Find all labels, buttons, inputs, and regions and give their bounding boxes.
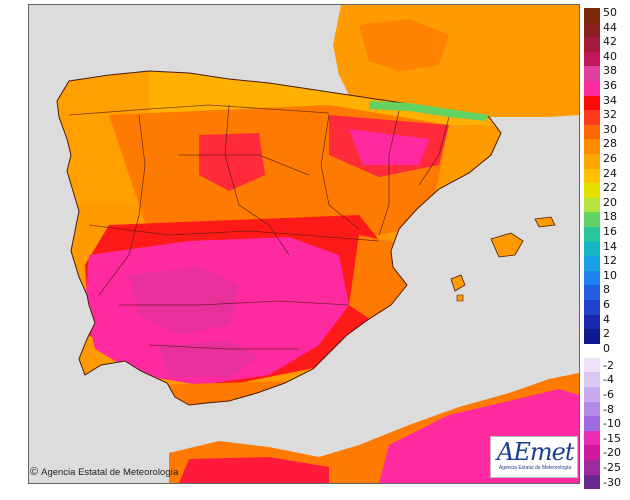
legend-swatch [584, 139, 600, 154]
menorca [534, 216, 556, 228]
legend-swatch [584, 168, 600, 184]
legend-tick-label: 2 [603, 327, 610, 341]
legend-tick-label: -15 [603, 431, 621, 445]
mallorca [490, 232, 524, 258]
pyrenees-cool-strip [369, 101, 489, 121]
legend-tick-label: 26 [603, 152, 617, 165]
legend-swatch [584, 300, 600, 315]
legend-tick-label: 28 [603, 137, 617, 151]
legend-tick-label: 34 [603, 93, 617, 107]
legend-swatch [584, 154, 600, 169]
legend-swatch [584, 81, 600, 96]
ibiza [450, 274, 466, 292]
legend-swatch [584, 430, 600, 446]
legend-swatch [584, 314, 600, 330]
legend-tick-label: -6 [603, 388, 614, 401]
legend-swatch [584, 95, 600, 111]
legend-swatch [584, 37, 600, 52]
legend-tick-label: 32 [603, 108, 617, 122]
legend-swatch [584, 124, 600, 140]
legend-tick-label: 18 [603, 210, 617, 224]
legend-tick-label: -25 [603, 461, 621, 474]
legend-tick-label: 22 [603, 181, 617, 195]
formentera [456, 294, 464, 302]
legend-swatch [584, 183, 600, 198]
legend-tick-label: -4 [603, 373, 614, 387]
legend-tick-label: 24 [603, 166, 617, 180]
logo-subtitle: Agencia Estatal de Meteorología [498, 465, 572, 471]
legend-tick-label: 44 [603, 20, 617, 34]
legend-swatch [584, 197, 600, 213]
legend-tick-label: -30 [603, 475, 621, 489]
legend-tick-label: 8 [603, 283, 610, 297]
legend-tick-label: 16 [603, 225, 617, 238]
legend-tick-label: -8 [603, 402, 614, 416]
france-warm-area [359, 19, 449, 71]
legend-swatch [584, 445, 600, 460]
credit-text: Agencia Estatal de Meteorología [41, 467, 179, 478]
legend-tick-label: 30 [603, 122, 617, 136]
legend-swatch [584, 387, 600, 402]
legend-swatch [584, 270, 600, 286]
map-canvas [56, 5, 579, 483]
africa-red-band [179, 457, 329, 483]
legend-swatch [584, 8, 600, 23]
legend-swatch [584, 227, 600, 242]
legend-tick-label: 4 [603, 312, 610, 326]
legend-tick-label: 42 [603, 35, 617, 49]
legend-swatch [584, 460, 600, 475]
copyright-symbol: © [30, 466, 39, 478]
legend-tick-label: 50 [603, 6, 617, 19]
legend-tick-label: 38 [603, 64, 617, 78]
legend-tick-label: 20 [603, 195, 617, 209]
legend-swatch [584, 416, 600, 431]
logo-wordmark: AEmet [497, 438, 574, 466]
legend-zero-label: 0 [603, 341, 610, 355]
legend-swatch [584, 51, 600, 67]
legend-tick-label: -20 [603, 446, 621, 460]
legend-tick-label: 36 [603, 79, 617, 92]
legend-tick-label: 14 [603, 239, 617, 253]
legend-tick-label: -2 [603, 358, 614, 372]
legend-tick-label: 10 [603, 268, 617, 282]
legend-swatch [584, 110, 600, 125]
legend-swatch [584, 372, 600, 387]
legend-swatch [584, 22, 600, 38]
iberia-temperature-fields [57, 71, 501, 405]
region-borders [68, 104, 450, 350]
legend-swatch [584, 401, 600, 417]
legend-tick-label: 12 [603, 254, 617, 268]
legend-swatch [584, 256, 600, 271]
credit-line: © Agencia Estatal de Meteorología [30, 464, 178, 480]
legend-swatch [584, 357, 600, 373]
color-scale-legend: 50 44 42 40 38 36 34 32 30 28 26 24 22 20 18 16 14 12 10 8 6… [582, 6, 630, 490]
legend-swatch [584, 66, 600, 81]
legend-swatch [584, 329, 600, 344]
legend-tick-label: -10 [603, 417, 621, 431]
temperature-map [28, 4, 580, 484]
legend-swatch [584, 212, 600, 227]
legend-swatch [584, 285, 600, 300]
legend-tick-label: 6 [603, 298, 610, 311]
legend-swatch [584, 241, 600, 257]
legend-tick-label: 40 [603, 49, 617, 63]
aemet-logo: AEmet Agencia Estatal de Meteorología [490, 436, 578, 478]
legend-swatch [584, 474, 600, 490]
